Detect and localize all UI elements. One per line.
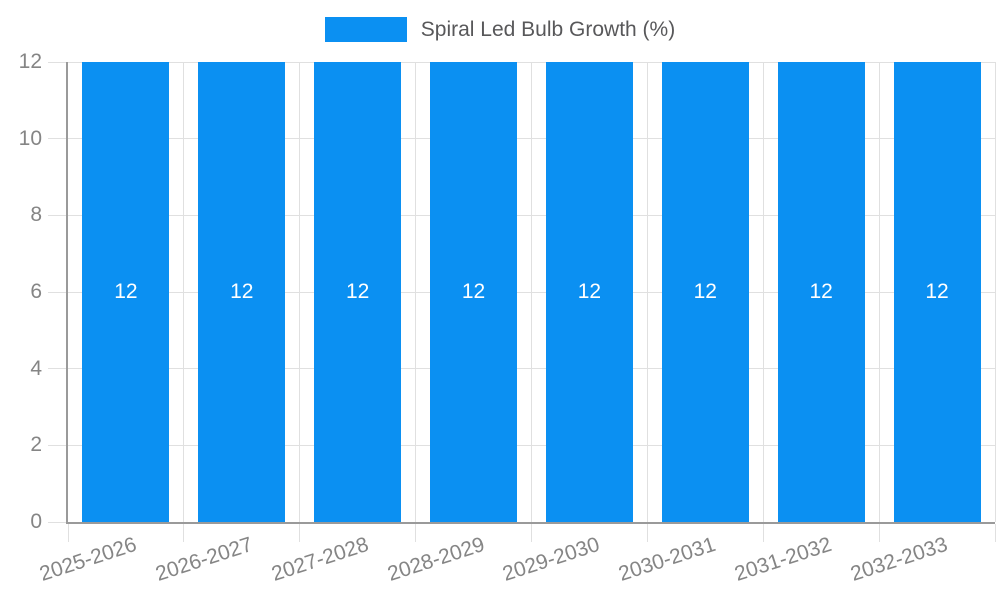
x-axis-tick	[415, 524, 417, 542]
y-axis-tick	[48, 521, 68, 523]
x-axis-tick	[994, 524, 996, 542]
y-axis-tick	[48, 214, 68, 216]
bar-value-label: 12	[577, 280, 602, 303]
bar-value-label: 12	[693, 280, 717, 303]
bar-value-label: 12	[230, 280, 254, 303]
x-axis-tick	[183, 524, 185, 542]
gridline-vertical	[531, 62, 532, 522]
x-axis-tick	[878, 524, 880, 542]
y-axis-tick	[48, 138, 68, 140]
bar[interactable]: 12	[198, 62, 286, 522]
bar[interactable]: 12	[545, 62, 633, 522]
y-tick-label: 8	[30, 203, 42, 227]
bar[interactable]: 12	[430, 62, 518, 522]
x-axis-line	[66, 522, 995, 524]
y-axis-tick	[48, 368, 68, 370]
y-tick-label: 6	[30, 280, 42, 303]
bar-value-label: 12	[809, 280, 833, 303]
bar[interactable]: 12	[661, 62, 749, 522]
x-axis-tick	[646, 524, 648, 542]
y-axis-tick	[48, 61, 68, 63]
y-tick-label: 4	[30, 356, 42, 380]
x-axis-tick	[762, 524, 764, 542]
gridline-vertical	[646, 62, 648, 522]
gridline-vertical	[878, 62, 880, 522]
bar[interactable]: 12	[82, 62, 170, 522]
gridline-vertical	[415, 62, 417, 522]
y-tick-label: 0	[30, 510, 42, 533]
y-tick-label: 10	[18, 126, 42, 150]
legend: Spiral Led Bulb Growth (%)	[0, 17, 1000, 42]
y-axis-line	[66, 62, 68, 524]
gridline-vertical	[299, 62, 301, 522]
bar-value-label: 12	[346, 280, 370, 303]
legend-swatch[interactable]	[324, 17, 407, 42]
bar[interactable]: 12	[314, 62, 402, 522]
y-axis-tick	[48, 444, 68, 446]
gridline-vertical	[762, 62, 764, 522]
bar[interactable]: 12	[777, 62, 865, 522]
y-axis-tick	[48, 291, 68, 293]
y-tick-label: 12	[18, 50, 42, 73]
bar-value-label: 12	[114, 280, 138, 303]
gridline-vertical	[183, 62, 185, 522]
y-tick-label: 2	[30, 433, 42, 457]
x-axis-tick	[531, 524, 532, 542]
bar-value-label: 12	[461, 280, 486, 303]
bar-value-label: 12	[925, 280, 949, 303]
bar[interactable]: 12	[893, 62, 981, 522]
x-axis-tick	[299, 524, 301, 542]
x-axis-tick	[67, 524, 69, 542]
gridline-vertical	[994, 62, 996, 522]
legend-label: Spiral Led Bulb Growth (%)	[420, 18, 676, 41]
